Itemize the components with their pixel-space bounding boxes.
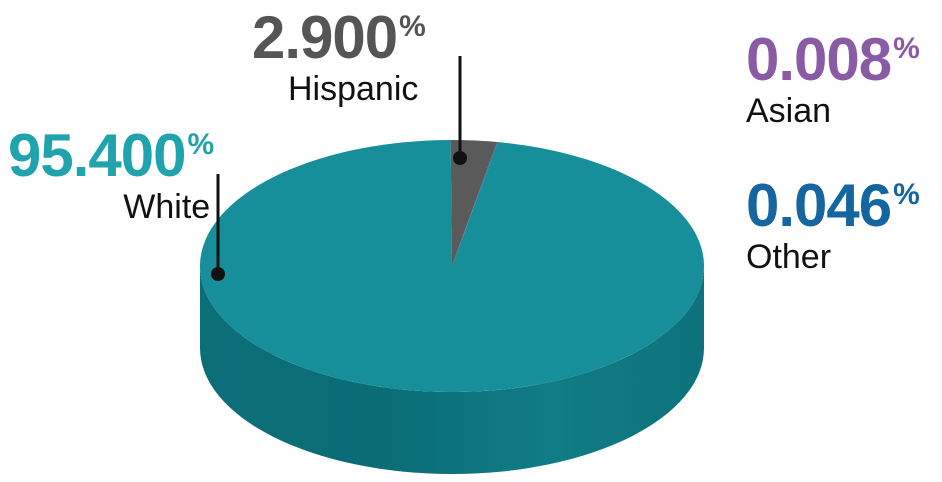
data-label-white: 95.400 <box>8 122 187 189</box>
leader-dot-hispanic <box>453 151 467 165</box>
data-label-other: 0.046 <box>746 172 892 239</box>
data-label-hispanic: 2.900 <box>252 4 398 71</box>
pct-sign-hispanic: % <box>399 10 426 43</box>
pie-side-wall <box>200 266 704 474</box>
pct-sign-asian: % <box>893 32 920 65</box>
label-hispanic: 2.900% Hispanic <box>252 8 426 108</box>
value-asian: 0.008% <box>746 30 920 90</box>
category-label-other: Other <box>746 238 832 276</box>
value-other: 0.046% <box>746 176 920 236</box>
value-hispanic: 2.900% <box>252 8 426 68</box>
pie-slice-asian <box>452 142 498 266</box>
label-asian: 0.008% Asian <box>746 30 920 130</box>
pie-slice-other <box>452 142 498 266</box>
leader-dot-white <box>211 267 225 281</box>
category-label-white: White <box>123 188 211 226</box>
category-label-asian: Asian <box>746 92 832 130</box>
data-label-asian: 0.008 <box>746 26 892 93</box>
pct-sign-white: % <box>187 128 215 161</box>
pct-sign-other: % <box>893 178 920 211</box>
value-white: 95.400% <box>8 126 214 186</box>
pie-slice-hispanic <box>450 140 498 266</box>
label-white: 95.400% White <box>8 126 214 226</box>
category-label-hispanic: Hispanic <box>288 70 419 108</box>
pie-slice-white <box>200 140 704 392</box>
label-other: 0.046% Other <box>746 176 920 276</box>
